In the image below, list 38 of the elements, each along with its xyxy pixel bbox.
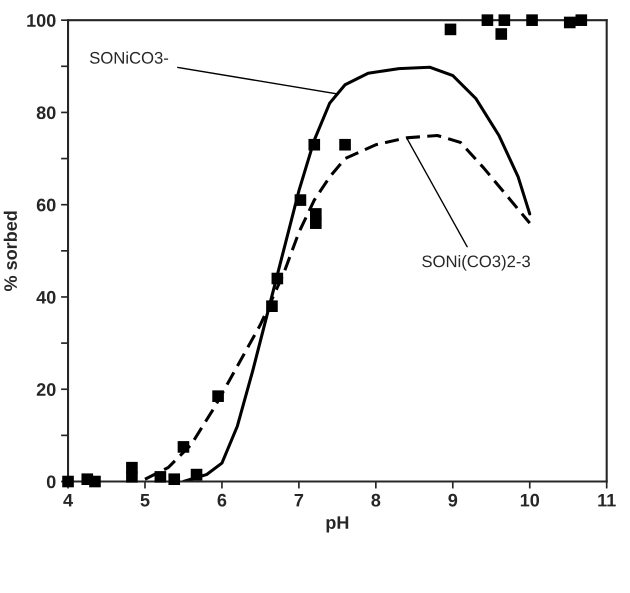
x-axis-title: pH bbox=[326, 516, 348, 533]
point bbox=[339, 138, 351, 151]
point bbox=[154, 471, 166, 483]
point bbox=[89, 476, 101, 488]
x-tick-label: 9 bbox=[448, 494, 458, 507]
point bbox=[212, 390, 224, 402]
y-tick-label: 0 bbox=[46, 475, 56, 488]
point bbox=[266, 300, 278, 312]
annotation: SONiCO3- bbox=[90, 51, 168, 64]
y-tick-label: 80 bbox=[36, 106, 56, 120]
point bbox=[190, 468, 202, 480]
point bbox=[168, 473, 180, 486]
point bbox=[308, 138, 320, 151]
y-tick-label: 100 bbox=[27, 14, 56, 27]
point bbox=[310, 208, 322, 220]
x-tick-label: 4 bbox=[63, 494, 73, 506]
y-axis-title: % sorbed bbox=[4, 211, 17, 292]
point bbox=[495, 28, 508, 40]
point bbox=[126, 462, 138, 474]
point bbox=[444, 24, 456, 36]
point bbox=[526, 14, 538, 26]
annotation: SONi(CO3)2-3 bbox=[422, 255, 530, 271]
point bbox=[294, 194, 306, 206]
x-tick-label: 8 bbox=[371, 494, 380, 507]
point bbox=[564, 16, 576, 28]
point bbox=[178, 441, 190, 453]
y-tick-label: 60 bbox=[36, 198, 56, 212]
y-tick-label: 40 bbox=[36, 290, 56, 304]
x-tick-label: 6 bbox=[218, 494, 226, 507]
point bbox=[575, 14, 588, 26]
point bbox=[272, 272, 284, 284]
x-tick-label: 5 bbox=[140, 494, 150, 507]
x-tick-label: 10 bbox=[520, 494, 540, 507]
point bbox=[498, 14, 510, 26]
y-tick-label: 20 bbox=[36, 383, 56, 396]
x-tick-label: 11 bbox=[598, 494, 616, 506]
x-tick-label: 7 bbox=[294, 494, 304, 506]
point bbox=[482, 14, 494, 26]
